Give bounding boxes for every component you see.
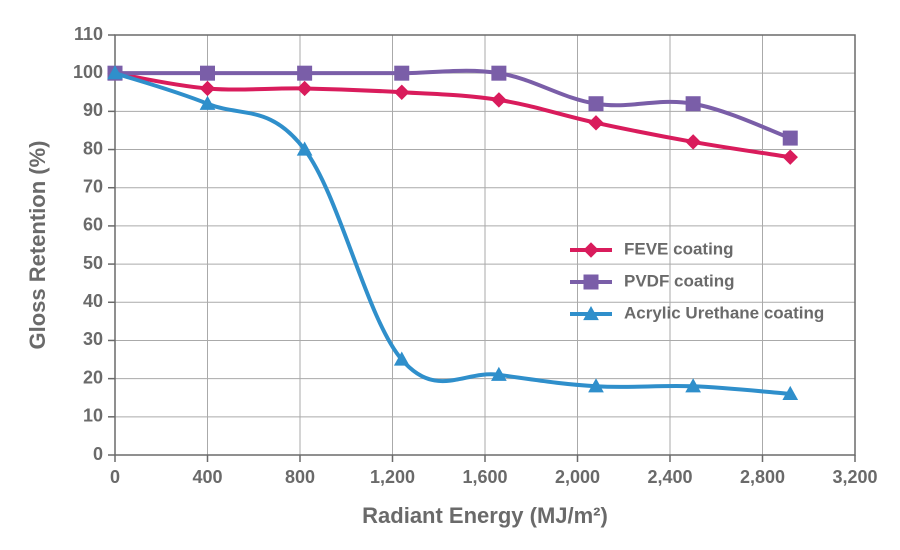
marker-square bbox=[783, 131, 797, 145]
x-tick-label: 3,200 bbox=[832, 467, 877, 487]
marker-square bbox=[584, 275, 598, 289]
marker-square bbox=[298, 66, 312, 80]
y-tick-label: 20 bbox=[83, 367, 103, 387]
x-tick-label: 2,400 bbox=[647, 467, 692, 487]
legend-label: FEVE coating bbox=[624, 239, 734, 258]
y-tick-label: 70 bbox=[83, 176, 103, 196]
x-tick-label: 400 bbox=[192, 467, 222, 487]
x-tick-label: 0 bbox=[110, 467, 120, 487]
y-tick-label: 0 bbox=[93, 444, 103, 464]
x-axis-title: Radiant Energy (MJ/m²) bbox=[362, 503, 608, 528]
y-tick-label: 10 bbox=[83, 406, 103, 426]
y-tick-label: 30 bbox=[83, 329, 103, 349]
marker-square bbox=[686, 97, 700, 111]
marker-square bbox=[395, 66, 409, 80]
y-tick-label: 90 bbox=[83, 100, 103, 120]
y-tick-label: 40 bbox=[83, 291, 103, 311]
x-tick-label: 800 bbox=[285, 467, 315, 487]
y-tick-label: 50 bbox=[83, 253, 103, 273]
x-tick-label: 1,200 bbox=[370, 467, 415, 487]
marker-square bbox=[492, 66, 506, 80]
y-axis-title: Gloss Retention (%) bbox=[25, 140, 50, 349]
legend-label: Acrylic Urethane coating bbox=[624, 303, 824, 322]
x-tick-label: 2,000 bbox=[555, 467, 600, 487]
y-tick-label: 100 bbox=[73, 62, 103, 82]
y-tick-label: 110 bbox=[74, 24, 103, 44]
marker-square bbox=[589, 97, 603, 111]
marker-square bbox=[201, 66, 215, 80]
x-tick-label: 2,800 bbox=[740, 467, 785, 487]
y-tick-label: 80 bbox=[83, 138, 103, 158]
chart-svg: 0 10 20 30 40 50 60 70 80 90 100 110 0 400 800 1,200 1,6… bbox=[0, 0, 900, 550]
chart-container: 0 10 20 30 40 50 60 70 80 90 100 110 0 400 800 1,200 1,6… bbox=[0, 0, 900, 550]
x-tick-label: 1,600 bbox=[462, 467, 507, 487]
y-tick-label: 60 bbox=[83, 215, 103, 235]
legend-label: PVDF coating bbox=[624, 271, 735, 290]
